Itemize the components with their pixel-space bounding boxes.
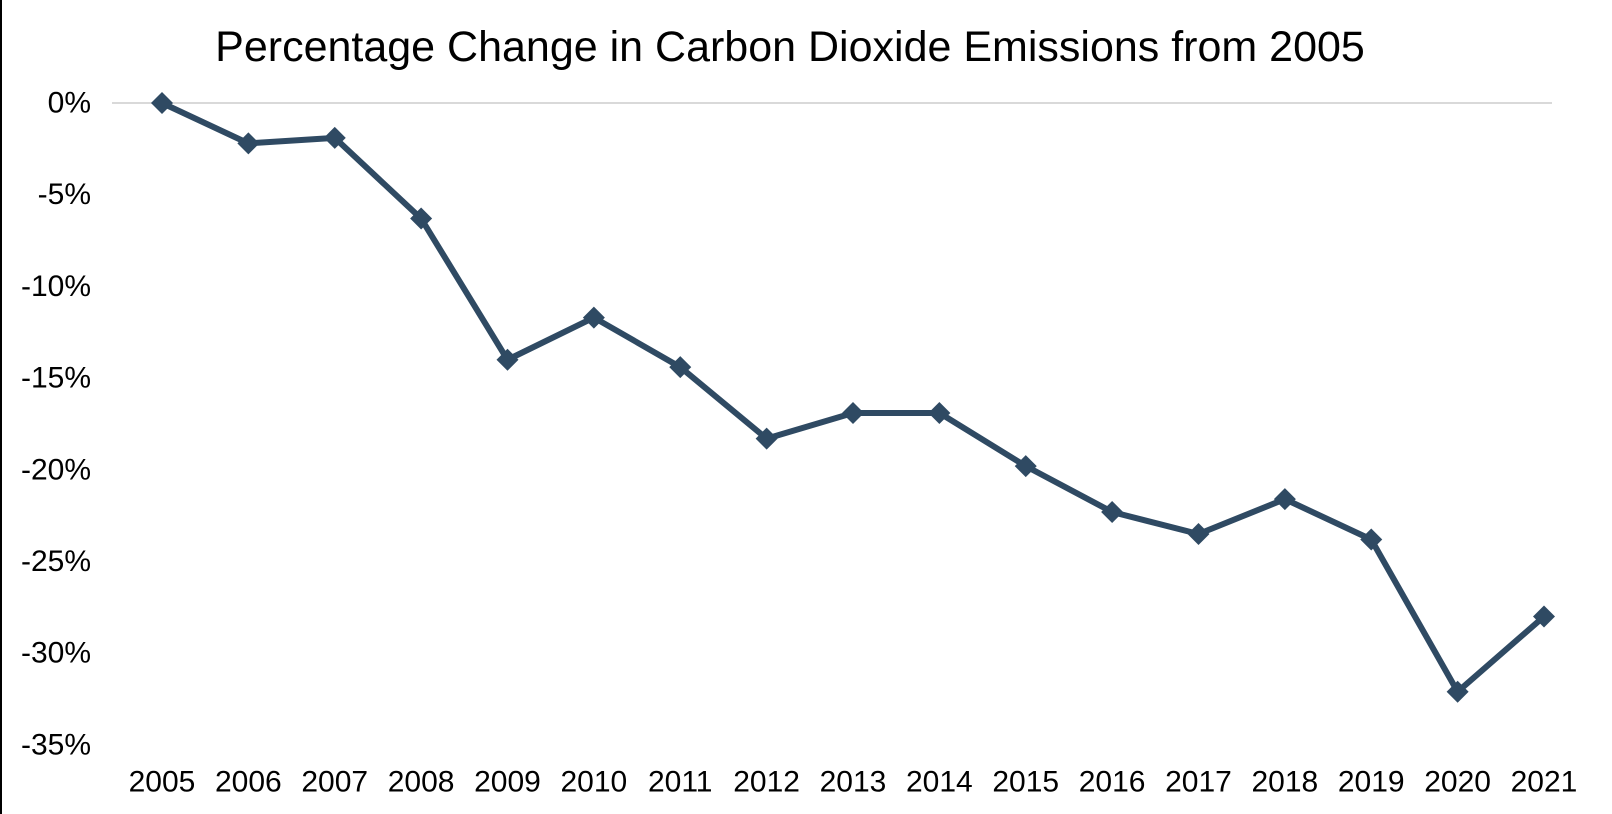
data-point-marker [1273,488,1296,511]
y-tick-label: -15% [21,362,91,395]
y-tick-label: -5% [38,178,91,211]
x-tick-label: 2016 [1079,766,1146,799]
data-point-marker [842,401,864,424]
y-tick-label: -20% [21,453,91,486]
data-point-marker [1446,680,1469,703]
data-point-marker [1101,500,1124,523]
x-tick-label: 2021 [1511,766,1578,799]
x-tick-label: 2009 [474,766,541,799]
data-point-marker [1187,522,1210,545]
x-tick-label: 2007 [301,766,368,799]
x-tick-label: 2010 [561,766,628,799]
y-tick-label: -30% [21,637,91,670]
x-tick-label: 2014 [906,766,973,799]
data-point-marker [1360,528,1383,551]
window-left-border [0,0,2,814]
emissions-line [159,100,1547,695]
x-tick-label: 2012 [733,766,800,799]
data-point-marker [151,92,173,114]
x-tick-label: 2018 [1252,766,1319,799]
x-tick-label: 2019 [1338,766,1405,799]
x-tick-label: 2020 [1424,766,1491,799]
x-tick-label: 2005 [129,766,196,799]
data-point-marker [237,132,260,155]
x-tick-label: 2015 [992,766,1059,799]
y-tick-label: -25% [21,545,91,578]
data-point-marker [928,401,951,424]
data-point-marker [1014,455,1037,478]
data-point-marker [496,348,519,371]
x-tick-label: 2017 [1165,766,1232,799]
data-point-marker [669,356,692,379]
y-tick-label: -10% [21,270,91,303]
y-tick-label: 0% [48,87,91,120]
data-point-marker [410,207,433,230]
x-tick-label: 2013 [820,766,887,799]
x-tick-label: 2008 [388,766,455,799]
x-tick-label: 2011 [648,766,713,799]
data-point-marker [755,427,778,450]
data-point-marker [1533,605,1555,628]
data-point-marker [582,306,605,329]
y-tick-label: -35% [21,728,91,761]
chart-title: Percentage Change in Carbon Dioxide Emis… [215,23,1365,71]
plot-area: 0% -5% -10% -15% -20% -25% -30% -35% 2005 2006 200… [21,87,1577,799]
data-point-marker [323,126,346,149]
x-tick-label: 2006 [215,766,282,799]
